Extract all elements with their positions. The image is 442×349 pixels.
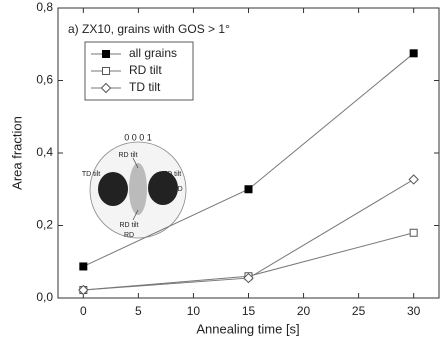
y-tick-label: 0,8 (36, 0, 53, 14)
pole-blob (129, 163, 147, 215)
inset-label: RD (124, 232, 134, 239)
x-axis-label: Annealing time [s] (196, 321, 299, 336)
inset-pole-figure: 0 0 0 1 RD tilt TD tilt TD tilt TD RD ti… (82, 132, 186, 238)
legend-label: RD tilt (129, 63, 162, 77)
inset-label: RD tilt (118, 152, 137, 159)
x-tick-label: 5 (135, 304, 142, 318)
x-tick-label: 25 (352, 304, 366, 318)
y-tick-label: 0,2 (36, 218, 53, 232)
y-tick-label: 0,6 (36, 73, 53, 87)
legend-label: TD tilt (129, 80, 161, 94)
inset-label: TD tilt (163, 171, 181, 178)
marker (245, 186, 252, 193)
marker (103, 68, 110, 75)
marker (103, 51, 110, 58)
marker (80, 263, 87, 270)
chart: a) ZX10, grains with GOS > 1° Annealing … (0, 0, 442, 349)
inset-label: TD (173, 186, 182, 193)
x-tick-label: 30 (407, 304, 421, 318)
x-tick-label: 15 (242, 304, 256, 318)
y-tick-label: 0,0 (36, 290, 53, 304)
inset-label: TD tilt (82, 171, 100, 178)
x-tick-label: 20 (297, 304, 311, 318)
inset-title: 0 0 0 1 (124, 132, 152, 142)
x-tick-label: 0 (80, 304, 87, 318)
marker (409, 175, 418, 184)
marker (410, 229, 417, 236)
y-axis-label: Area fraction (9, 116, 24, 190)
marker (410, 50, 417, 57)
chart-title: a) ZX10, grains with GOS > 1° (68, 22, 230, 36)
legend-label: all grains (129, 46, 177, 60)
x-tick-label: 10 (187, 304, 201, 318)
inset-label: RD tilt (119, 222, 138, 229)
y-tick-label: 0,4 (36, 145, 53, 159)
pole-blob (98, 172, 128, 206)
